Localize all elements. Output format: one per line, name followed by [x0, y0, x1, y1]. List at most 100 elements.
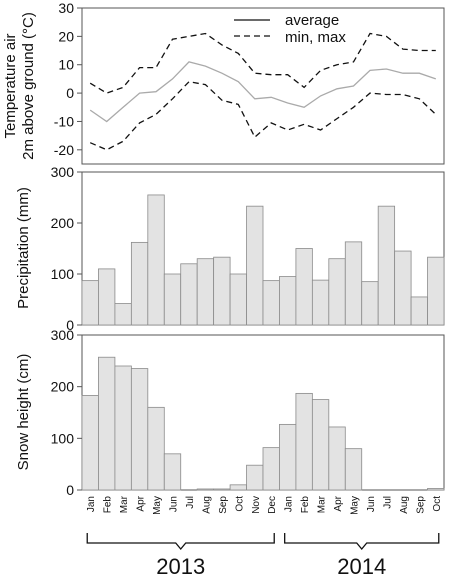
snow-tick-label: 0: [66, 482, 74, 498]
precipitation-bar: [180, 263, 198, 326]
month-label: Sep: [218, 496, 229, 514]
month-label: Aug: [201, 496, 212, 514]
snow-bar: [328, 426, 346, 491]
precipitation-bar: [262, 280, 280, 326]
month-label: Oct: [234, 496, 245, 512]
snow-y-label: Snow height (cm): [15, 354, 32, 471]
precipitation-bar: [229, 273, 247, 326]
year-brace-2013: [86, 533, 275, 551]
month-label: Jan: [86, 496, 97, 512]
month-label: Mar: [317, 495, 328, 513]
precipitation-bar: [98, 268, 116, 326]
precipitation-bar: [114, 303, 132, 326]
precipitation-bar: [377, 205, 396, 326]
legend-average-label: average: [285, 12, 339, 29]
precipitation-bar: [196, 258, 215, 326]
month-label: Sep: [415, 496, 426, 514]
temperature-min-line: [89, 80, 437, 151]
legend: average min, max: [234, 12, 346, 46]
snow-bar: [81, 395, 99, 491]
snow-bar: [196, 488, 215, 491]
temperature-average-line: [89, 61, 437, 123]
month-label: Jun: [169, 496, 180, 512]
precipitation-bar: [147, 194, 165, 326]
month-label: Nov: [251, 496, 262, 514]
precipitation-bar: [213, 256, 231, 326]
temperature-y-tick-label: 10: [58, 57, 74, 73]
month-label: Jun: [366, 496, 377, 512]
temperature-y-tick-label: 0: [66, 85, 74, 101]
precipitation-bar: [163, 273, 182, 326]
month-label: Mar: [119, 495, 130, 513]
month-label: May: [350, 496, 361, 515]
snow-bar: [98, 356, 116, 491]
month-label: Jul: [382, 496, 393, 509]
precipitation-bar: [394, 250, 412, 326]
month-label: May: [152, 496, 163, 515]
snow-bar: [114, 365, 132, 491]
month-label: Dec: [267, 496, 278, 514]
precipitation-bar: [246, 205, 264, 326]
month-label: Jan: [284, 496, 295, 512]
precipitation-bar: [311, 279, 330, 326]
snow-bar: [262, 447, 280, 491]
precipitation-bar: [328, 258, 346, 326]
month-axis-labels: Jan Feb Mar Apr May Jun Jul Aug Sep Oct Nov Dec Jan F…: [86, 495, 443, 515]
snow-tick-label: 300: [51, 327, 75, 343]
temperature-y-label-line1: Temperature air: [2, 33, 19, 138]
year-label-2013: 2013: [156, 554, 205, 579]
temperature-panel: -20 -10 0 10 20 30 Temperature air 2m above g…: [2, 0, 445, 165]
temperature-max-line: [89, 32, 436, 94]
snow-panel: 0 100 200 300 Snow height (cm): [15, 327, 445, 498]
precipitation-tick-label: 0: [66, 317, 74, 333]
temperature-y-tick-label: 20: [58, 28, 74, 44]
month-label: Aug: [399, 496, 410, 514]
precipitation-bar: [279, 276, 297, 326]
temperature-y-tick-label: 30: [58, 0, 74, 16]
temperature-y-tick-label: -10: [54, 113, 74, 129]
snow-tick-label: 100: [51, 430, 75, 446]
month-label: Jul: [185, 496, 196, 509]
snow-tick-label: 200: [51, 379, 75, 395]
snow-bar: [147, 406, 165, 491]
snow-bar: [427, 488, 445, 491]
precipitation-bar: [427, 256, 445, 326]
snow-bars: [81, 356, 445, 491]
year-braces: 2013 2014: [86, 533, 440, 579]
precipitation-tick-label: 200: [51, 215, 75, 231]
precipitation-bar: [361, 281, 379, 326]
precipitation-y-ticks: 0 100 200 300: [51, 164, 82, 333]
temperature-y-label-line2: 2m above ground (°C): [20, 12, 37, 160]
snow-bar: [295, 392, 313, 491]
year-brace-2014: [284, 533, 440, 551]
legend-minmax-label: min, max: [285, 29, 346, 46]
snow-bar: [246, 464, 264, 491]
snow-bar: [130, 368, 149, 491]
month-label: Feb: [300, 496, 311, 514]
temperature-y-ticks: -20 -10 0 10 20 30: [54, 0, 82, 158]
precipitation-bar: [295, 248, 313, 326]
snow-bar: [311, 399, 330, 491]
precipitation-tick-label: 300: [51, 164, 75, 180]
month-label: Feb: [103, 496, 114, 514]
temperature-plot-frame: [81, 7, 445, 165]
precipitation-bar: [130, 241, 149, 326]
month-label: Apr: [136, 495, 147, 511]
month-label: Apr: [333, 495, 344, 511]
snow-bar: [213, 488, 231, 491]
year-label-2014: 2014: [337, 554, 386, 579]
precipitation-bar: [410, 296, 428, 326]
precipitation-bars: [81, 194, 445, 326]
snow-bar: [279, 423, 297, 491]
month-label: Oct: [432, 496, 443, 512]
precipitation-y-label: Precipitation (mm): [15, 187, 32, 309]
snow-y-ticks: 0 100 200 300: [51, 327, 82, 498]
precipitation-bar: [81, 280, 99, 326]
temperature-y-tick-label: -20: [54, 142, 74, 158]
snow-bar: [163, 453, 182, 491]
precipitation-tick-label: 100: [51, 266, 75, 282]
snow-bar: [229, 484, 247, 491]
temperature-series: [89, 32, 437, 151]
snow-bar: [344, 448, 363, 491]
